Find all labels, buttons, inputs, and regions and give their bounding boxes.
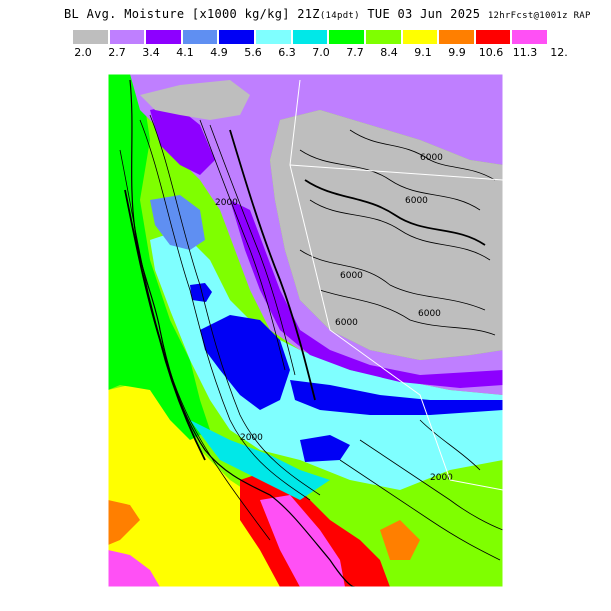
- legend-swatch: [292, 30, 328, 44]
- field-blue-light: [150, 195, 205, 250]
- title-date: TUE 03 Jun 2025: [367, 7, 481, 21]
- legend-swatch: [146, 30, 181, 44]
- legend-tick-label: 6.3: [278, 46, 296, 59]
- contour-label: 6000: [418, 309, 441, 319]
- contour-label: 6000: [420, 153, 443, 163]
- field-gray-north: [140, 80, 250, 120]
- contour-label: 6000: [405, 196, 428, 206]
- legend-tick-label: 2.7: [108, 46, 126, 59]
- field-violet-ridge: [230, 200, 503, 388]
- legend-swatch: [512, 30, 547, 44]
- field-offshore-orange: [108, 500, 140, 545]
- field-purple-band: [130, 74, 503, 395]
- legend-tick-label: 9.9: [448, 46, 466, 59]
- legend-swatch: [329, 30, 364, 44]
- field-valley-teal: [190, 420, 330, 500]
- legend-swatch: [109, 30, 145, 44]
- legend-tick-label: 7.7: [346, 46, 364, 59]
- legend-swatch: [73, 30, 108, 44]
- map-title: BL Avg. Moisture [x1000 kg/kg] 21Z(14pdt…: [64, 7, 590, 21]
- legend-swatch: [475, 30, 511, 44]
- field-offshore-pink: [108, 550, 160, 587]
- legend-tick-label: 4.1: [176, 46, 194, 59]
- field-coastal-green: [108, 74, 210, 440]
- legend-swatch: [365, 30, 401, 44]
- legend-tick-label: 4.9: [210, 46, 228, 59]
- legend-tick-label: 2.0: [74, 46, 92, 59]
- field-valley-cyan: [150, 230, 503, 490]
- contour-label: 2000: [430, 473, 453, 483]
- legend-tick-label: 7.0: [312, 46, 330, 59]
- title-forecast: 12hrFcst@1001z RAP: [487, 11, 591, 21]
- contour-label: 6000: [340, 271, 363, 281]
- field-blue-band: [290, 380, 503, 415]
- field-violet-north: [150, 105, 215, 175]
- coastline: [129, 79, 356, 587]
- contour-label: 2000: [240, 433, 263, 443]
- field-blue-patch-a: [200, 315, 290, 410]
- state-borders: [289, 79, 503, 491]
- legend-tick-label: 8.4: [380, 46, 398, 59]
- legend-tick-label: 5.6: [244, 46, 262, 59]
- color-legend: [73, 30, 549, 44]
- legend-swatch: [439, 30, 474, 44]
- field-gray-desert: [270, 110, 503, 360]
- title-pdt: (14pdt): [319, 11, 360, 21]
- contour-labels: 6000 6000 6000 6000 6000 2000 2000 2000: [215, 153, 453, 483]
- legend-tick-label: 12.: [550, 46, 568, 59]
- map-frame: [107, 73, 504, 588]
- legend-swatch: [219, 30, 255, 44]
- field-south-orange: [380, 520, 420, 560]
- contour-lines-heavy: [124, 129, 486, 461]
- field-blue-patch-c: [300, 435, 350, 462]
- legend-swatch: [256, 30, 291, 44]
- legend-tick-label: 9.1: [414, 46, 432, 59]
- field-south-pink: [260, 495, 345, 587]
- field-blue-patch-b: [190, 283, 212, 302]
- contour-label: 2000: [215, 198, 238, 208]
- contour-label: 6000: [335, 318, 358, 328]
- legend-tick-label: 11.3: [512, 46, 538, 59]
- title-main: BL Avg. Moisture [x1000 kg/kg] 21Z: [64, 7, 320, 21]
- legend-tick-label: 10.6: [478, 46, 504, 59]
- legend-swatch: [402, 30, 438, 44]
- legend-tick-label: 3.4: [142, 46, 160, 59]
- legend-swatch: [182, 30, 218, 44]
